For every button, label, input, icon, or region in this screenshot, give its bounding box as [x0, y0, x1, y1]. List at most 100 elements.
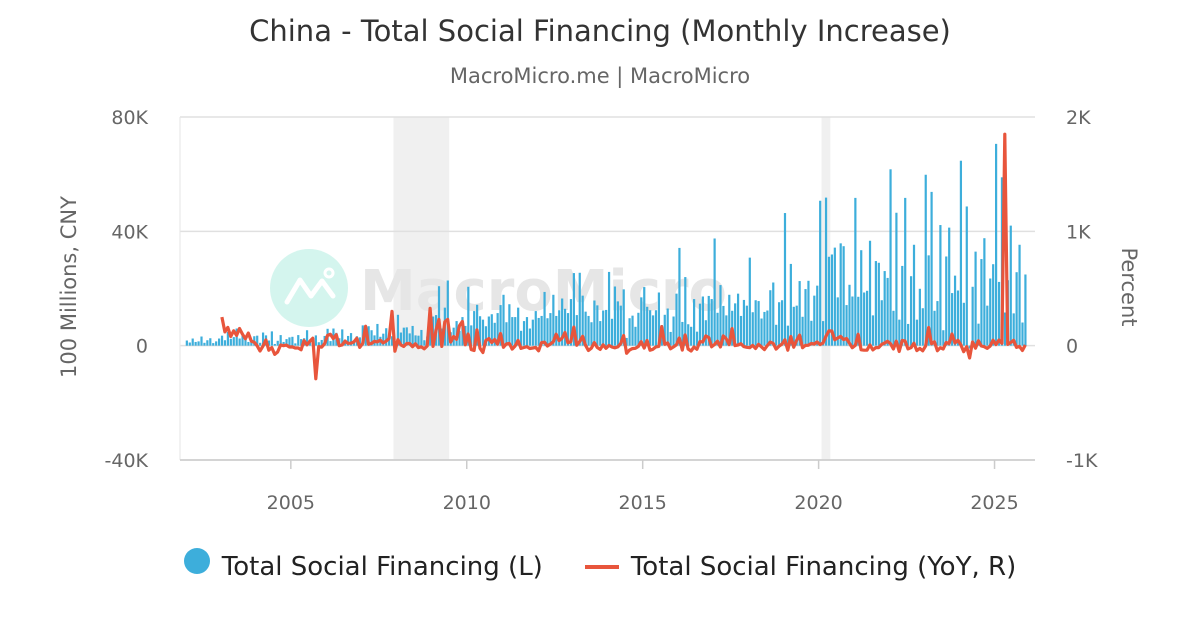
bar — [848, 284, 851, 346]
bar — [739, 315, 743, 346]
bar — [341, 329, 344, 346]
bar — [235, 328, 238, 346]
bar — [807, 280, 810, 346]
bar — [602, 310, 605, 346]
bar — [185, 340, 188, 346]
bar — [725, 315, 728, 346]
bar — [279, 335, 282, 346]
bar — [247, 341, 250, 346]
bar — [851, 296, 854, 346]
bar — [795, 305, 798, 346]
yoy-line — [220, 132, 1027, 381]
bar — [625, 337, 628, 346]
legend-label-bars: Total Social Financing (L) — [221, 552, 543, 582]
bar — [285, 339, 288, 346]
bar — [590, 322, 593, 346]
bar — [663, 314, 666, 346]
bar — [895, 212, 898, 346]
bar — [458, 330, 461, 346]
bar — [520, 330, 523, 346]
bar — [995, 143, 998, 346]
bar — [511, 317, 514, 346]
bar — [261, 332, 265, 346]
bar — [734, 303, 737, 346]
bar — [657, 292, 661, 346]
bar — [986, 305, 989, 346]
bar — [874, 261, 877, 346]
bar — [578, 272, 581, 346]
bar — [951, 293, 954, 346]
bar — [1015, 272, 1018, 346]
bar — [860, 250, 863, 346]
bar — [783, 213, 787, 346]
bar — [716, 312, 719, 346]
bar — [698, 303, 702, 346]
bar — [329, 341, 332, 346]
bar — [593, 300, 596, 346]
bar — [1012, 313, 1015, 346]
bar — [546, 318, 549, 346]
bar — [417, 335, 420, 346]
bar — [766, 310, 769, 346]
legend-item-line[interactable]: Total Social Financing (YoY, R) — [584, 552, 1017, 582]
bar — [305, 330, 309, 346]
bar — [223, 340, 227, 346]
y-left-tick-label: 80K — [111, 107, 148, 129]
bar — [649, 310, 652, 346]
bar — [810, 320, 813, 346]
y-right-tick-label: 0 — [1066, 336, 1078, 358]
bar — [203, 342, 206, 346]
bar — [983, 238, 986, 346]
chart-subtitle: MacroMicro.me | MacroMicro — [449, 64, 751, 88]
bar — [942, 330, 945, 346]
bar — [833, 247, 836, 346]
bar — [528, 328, 531, 346]
bar — [889, 169, 892, 346]
bar — [314, 335, 317, 346]
bar — [786, 325, 790, 346]
y-left-tick-label: -40K — [105, 450, 149, 472]
legend-item-bars[interactable]: Total Social Financing (L) — [183, 548, 543, 582]
bar — [857, 296, 860, 346]
bar — [631, 315, 634, 346]
bar — [517, 307, 520, 346]
bar — [757, 301, 760, 346]
legend-label-line: Total Social Financing (YoY, R) — [630, 552, 1017, 582]
bar — [915, 319, 919, 346]
bar — [989, 278, 992, 346]
y-right-tick-label: -1K — [1066, 450, 1098, 472]
bar — [273, 343, 276, 346]
bar — [830, 254, 834, 346]
bar — [763, 311, 766, 346]
y-left-tick-label: 40K — [111, 221, 148, 243]
bar — [370, 330, 373, 346]
x-tick-label: 2015 — [619, 492, 667, 514]
bar — [742, 299, 746, 346]
bar — [690, 326, 693, 346]
bar — [974, 251, 977, 346]
bar — [558, 310, 561, 346]
legend-circle-icon — [183, 548, 210, 574]
bar — [713, 238, 716, 346]
bar — [681, 321, 684, 346]
bar — [212, 343, 215, 346]
bar — [267, 340, 271, 346]
bar — [423, 340, 426, 346]
bar — [543, 291, 546, 346]
y-axis-right-title: Percent — [1117, 247, 1141, 326]
bar — [719, 285, 722, 346]
bar — [605, 309, 608, 346]
bar — [481, 319, 485, 346]
bar — [819, 200, 822, 346]
bar — [197, 341, 200, 346]
bar — [865, 290, 869, 346]
bar — [789, 263, 792, 346]
bar — [930, 191, 933, 346]
bar — [607, 271, 611, 346]
y-left-tick-label: 0 — [136, 336, 148, 358]
bar — [736, 293, 740, 346]
bar — [801, 316, 804, 346]
bar — [871, 315, 875, 346]
bar — [701, 296, 704, 346]
